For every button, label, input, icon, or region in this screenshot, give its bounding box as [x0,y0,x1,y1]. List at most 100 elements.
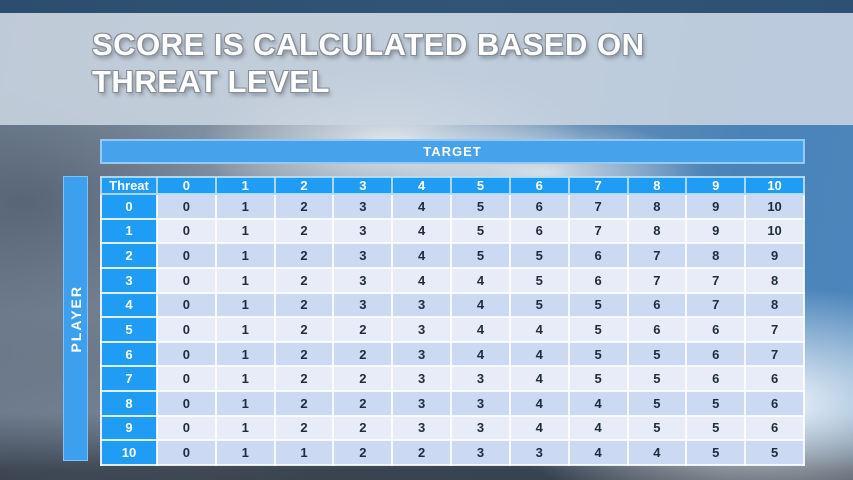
score-cell: 1 [214,365,276,392]
player-row-header: 2 [100,242,158,269]
score-cell: 5 [508,291,570,319]
score-cell: 7 [685,266,747,294]
score-cell: 5 [508,266,570,294]
score-cell: 8 [744,291,805,319]
score-cell: 1 [214,291,276,319]
target-column-header: 7 [567,176,629,195]
player-row-header: 10 [100,439,158,466]
score-cell: 3 [332,266,394,294]
score-cell: 2 [273,291,335,319]
score-cell: 5 [508,242,570,269]
score-cell: 9 [744,242,805,269]
table-row: 10 0 1 1 2 2 3 3 4 4 5 5 [100,439,805,466]
score-cell: 7 [626,266,688,294]
target-column-header: 5 [450,176,511,195]
score-cell: 3 [332,217,394,245]
score-cell: 3 [332,291,394,319]
score-cell: 2 [273,390,335,417]
score-cell: 1 [214,266,276,294]
score-cell: 0 [156,193,217,220]
score-cell: 4 [626,439,688,466]
score-cell: 6 [626,316,688,343]
score-cell: 4 [450,340,511,368]
player-row-header: 5 [100,316,158,343]
score-cell: 7 [626,242,688,269]
score-matrix-table: Threat 0 1 2 3 4 5 6 7 8 9 10 0 0 1 2 3 4 5 6 7 8 9 10 1 0 1 2 3 4 5 6… [100,176,805,466]
score-cell: 1 [214,390,276,417]
score-cell: 1 [214,193,276,220]
score-cell: 5 [744,439,805,466]
score-cell: 1 [214,340,276,368]
corner-header-threat: Threat [100,176,158,195]
score-cell: 4 [508,340,570,368]
score-cell: 1 [214,217,276,245]
score-cell: 7 [744,316,805,343]
score-cell: 7 [685,291,747,319]
score-cell: 2 [273,266,335,294]
score-cell: 5 [567,340,629,368]
score-cell: 5 [450,193,511,220]
score-cell: 4 [391,242,453,269]
slide-title-line1: SCORE IS CALCULATED BASED ON [92,27,645,62]
score-cell: 8 [744,266,805,294]
score-cell: 3 [508,439,570,466]
score-cell: 1 [214,414,276,442]
score-cell: 0 [156,316,217,343]
score-cell: 6 [567,266,629,294]
score-cell: 0 [156,217,217,245]
score-cell: 5 [626,414,688,442]
score-cell: 2 [273,193,335,220]
player-row-header: 8 [100,390,158,417]
score-cell: 6 [685,316,747,343]
top-accent-bar [0,0,853,13]
score-cell: 4 [391,193,453,220]
score-cell: 2 [273,242,335,269]
score-cell: 4 [508,365,570,392]
score-cell: 4 [567,414,629,442]
score-cell: 2 [332,439,394,466]
score-cell: 1 [214,242,276,269]
score-cell: 2 [391,439,453,466]
target-column-header: 8 [626,176,688,195]
score-cell: 3 [450,365,511,392]
score-cell: 0 [156,242,217,269]
score-cell: 6 [508,193,570,220]
title-band: SCORE IS CALCULATED BASED ON THREAT LEVEL [0,13,853,125]
score-cell: 7 [744,340,805,368]
score-cell: 4 [450,291,511,319]
target-axis-header: TARGET [100,139,805,164]
slide-title-line2: THREAT LEVEL [92,64,330,99]
score-cell: 6 [626,291,688,319]
score-cell: 0 [156,439,217,466]
score-cell: 5 [626,390,688,417]
score-cell: 7 [567,193,629,220]
slide-title: SCORE IS CALCULATED BASED ON THREAT LEVEL [92,26,853,100]
score-cell: 8 [685,242,747,269]
score-cell: 4 [508,316,570,343]
score-cell: 5 [685,414,747,442]
score-cell: 3 [450,439,511,466]
score-cell: 4 [508,390,570,417]
score-cell: 6 [744,390,805,417]
target-column-header: 9 [685,176,747,195]
score-cell: 4 [567,390,629,417]
score-cell: 2 [332,340,394,368]
score-cell: 0 [156,291,217,319]
target-column-header: 1 [214,176,276,195]
score-cell: 10 [744,193,805,220]
score-cell: 10 [744,217,805,245]
score-cell: 6 [744,414,805,442]
score-cell: 1 [214,439,276,466]
score-cell: 9 [685,217,747,245]
table-row: 1 0 1 2 3 4 5 6 7 8 9 10 [100,217,805,245]
score-cell: 0 [156,414,217,442]
score-cell: 3 [391,316,453,343]
player-row-header: 4 [100,291,158,319]
score-cell: 6 [685,340,747,368]
